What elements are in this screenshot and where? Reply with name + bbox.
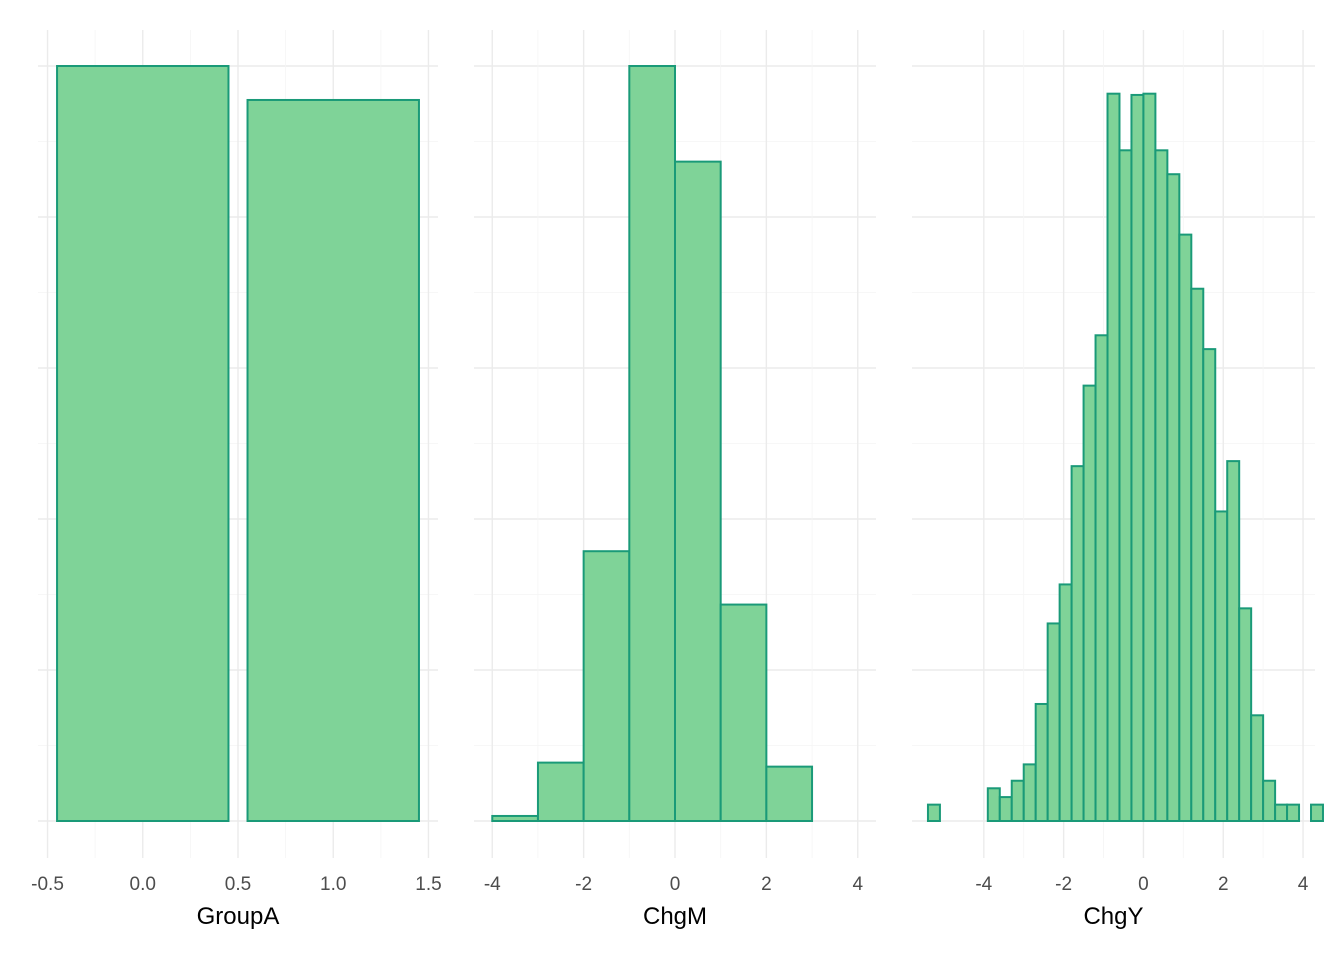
histogram-bar — [1034, 702, 1049, 822]
histogram-bar — [1022, 763, 1037, 822]
histogram-bar — [246, 98, 420, 823]
histogram-bar — [674, 160, 722, 822]
histogram-bar — [1250, 714, 1265, 822]
histogram-bar — [1238, 607, 1253, 823]
histogram-bar — [1082, 384, 1097, 822]
histogram-bar — [1118, 149, 1133, 822]
histogram-bar — [56, 65, 230, 822]
histogram-bar — [1130, 93, 1145, 823]
histogram-bar — [1106, 92, 1121, 822]
histogram-bar — [1166, 173, 1181, 822]
histogram-bar — [1286, 803, 1301, 822]
x-tick-label: -2 — [1055, 874, 1072, 895]
histogram-bar — [926, 803, 941, 822]
panel-chgy: -4 -2 0 2 4 ChgY — [912, 30, 1324, 930]
x-tick-label: -2 — [575, 874, 592, 895]
histogram-bar — [1214, 510, 1229, 822]
histogram-bar — [1070, 465, 1085, 822]
histogram-bar — [1154, 149, 1169, 822]
x-tick-label: -0.5 — [31, 874, 64, 895]
histogram-bar — [1310, 803, 1324, 822]
histogram-bar — [1226, 460, 1241, 822]
histogram-bar — [582, 550, 631, 822]
x-tick-label: 2 — [761, 874, 772, 895]
histogram-bar — [1046, 622, 1061, 822]
histogram-bar — [1094, 334, 1109, 822]
histogram-bar — [1202, 348, 1217, 822]
histogram-bar — [1142, 92, 1157, 822]
histogram-bar — [1190, 287, 1205, 823]
x-tick-label: 4 — [852, 874, 863, 895]
x-axis-label: ChgM — [643, 903, 707, 930]
x-tick-label: 0.0 — [130, 874, 156, 895]
x-tick-label: 1.0 — [320, 874, 346, 895]
panel-chgm: -4 -2 0 2 4 ChgM — [474, 30, 876, 930]
x-tick-label: 4 — [1298, 874, 1309, 895]
histogram-bar — [628, 65, 676, 822]
histogram-bar — [765, 765, 814, 823]
x-tick-label: 1.5 — [415, 874, 441, 895]
panel-groupa: -0.5 0.0 0.5 1.0 1.5 GroupA — [31, 30, 442, 930]
x-tick-label: -4 — [975, 874, 992, 895]
x-tick-label: 0.5 — [225, 874, 251, 895]
x-tick-label: 0 — [1138, 874, 1149, 895]
histogram-bar — [1274, 803, 1289, 822]
histogram-bar — [491, 814, 539, 823]
histogram-bar — [1262, 779, 1277, 823]
histogram-bar — [1178, 233, 1193, 823]
x-axis-label: ChgY — [1083, 903, 1143, 930]
histogram-bar — [719, 603, 768, 822]
histogram-bar — [986, 787, 1001, 822]
x-tick-label: -4 — [484, 874, 501, 895]
histogram-bar — [998, 796, 1013, 823]
x-tick-label: 0 — [670, 874, 681, 895]
x-axis-label: GroupA — [197, 903, 280, 930]
histogram-bar — [536, 761, 585, 823]
x-tick-label: 2 — [1218, 874, 1229, 895]
histogram-bar — [1010, 779, 1025, 823]
histogram-bar — [1058, 583, 1073, 823]
